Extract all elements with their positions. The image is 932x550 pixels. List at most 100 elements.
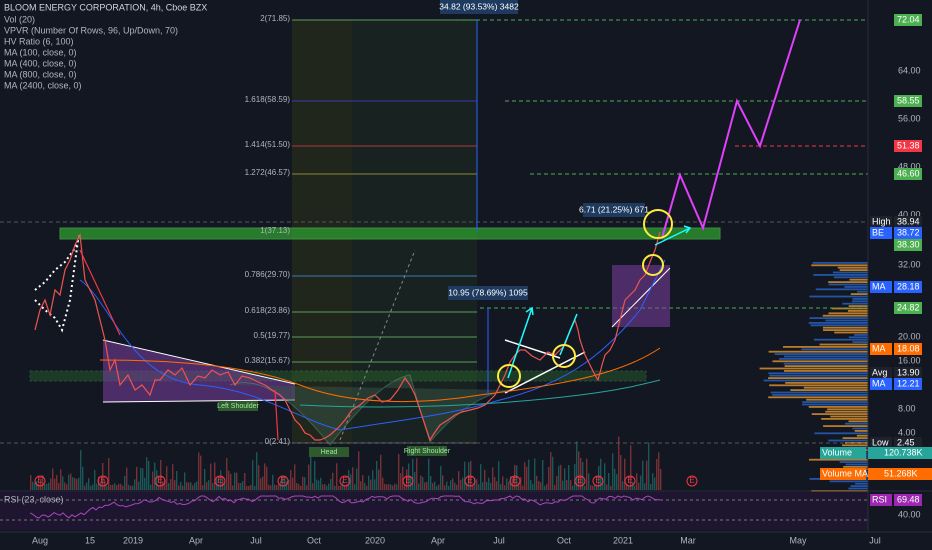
profile-bar [823, 425, 868, 427]
pattern-label-bg [309, 447, 349, 457]
volume-bar [220, 470, 222, 490]
volume-bar [652, 473, 654, 490]
rsi-label: RSI (23, close) [4, 494, 64, 504]
volume-bar [240, 483, 242, 490]
volume-bar [484, 469, 486, 490]
volume-bar [592, 485, 594, 490]
volume-bar [52, 468, 54, 490]
earnings-marker: E [577, 476, 582, 485]
volume-bar [312, 483, 314, 490]
volume-bar [146, 457, 148, 490]
volume-bar [462, 477, 464, 490]
earnings-circle [464, 475, 476, 487]
volume-bar [584, 485, 586, 490]
profile-bar [803, 386, 868, 389]
badge-name: MA [872, 281, 886, 291]
volume-bar [90, 485, 92, 490]
profile-bar [855, 482, 868, 485]
badge-value: 120.738K [884, 447, 923, 457]
earnings-marker: E [512, 476, 517, 485]
volume-bar [398, 453, 400, 490]
volume-bar [214, 462, 216, 490]
profile-bar [770, 391, 868, 394]
volume-bar [578, 451, 580, 490]
volume-bar [268, 484, 270, 490]
volume-bar [642, 460, 644, 490]
volume-bar [66, 484, 68, 490]
earnings-circle [154, 475, 166, 487]
profile-bar [852, 341, 868, 343]
volume-bar [138, 481, 140, 490]
volume-bar [648, 442, 650, 490]
volume-bar [552, 456, 554, 490]
badge-value: 69.48 [897, 494, 920, 504]
volume-bar [566, 480, 568, 490]
profile-bar [785, 382, 868, 384]
volume-bar [292, 477, 294, 490]
volume-bar [476, 479, 478, 490]
volume-bar [590, 485, 592, 490]
indicator-label: Vol (20) [4, 14, 35, 24]
volume-bar [50, 478, 52, 490]
volume-bar [628, 485, 630, 490]
volume-bar [534, 458, 536, 490]
profile-bar [845, 463, 868, 466]
volume-bar [262, 476, 264, 490]
trend-line [504, 351, 586, 394]
volume-bar [408, 463, 410, 490]
highlight-circle [642, 254, 664, 276]
profile-bar [822, 326, 868, 329]
earnings-marker: E [280, 476, 285, 485]
badge-name-bg [870, 437, 892, 449]
volume-bar [498, 461, 500, 490]
volume-bar [480, 464, 482, 490]
badge-bg [894, 140, 922, 152]
volume-bar [232, 485, 234, 490]
trend-line [504, 339, 561, 359]
arrow-head [683, 225, 692, 234]
volume-bar [276, 485, 278, 490]
volume-bar [350, 474, 352, 490]
volume-bar [198, 452, 200, 490]
volume-bar [58, 483, 60, 490]
badge-value: 38.30 [897, 239, 920, 249]
profile-bar [848, 487, 868, 490]
volume-bar [500, 484, 502, 490]
volume-bar [660, 468, 662, 490]
badge-name-bg [870, 494, 892, 506]
badge-bg [894, 281, 922, 293]
volume-bar [80, 450, 82, 490]
volume-bar [414, 472, 416, 490]
volume-bar [218, 484, 220, 490]
volume-bar [112, 484, 114, 490]
volume-bar [178, 485, 180, 490]
volume-bar [530, 479, 532, 490]
indicator-label: MA (100, close, 0) [4, 47, 77, 57]
volume-bar [582, 462, 584, 490]
volume-bar [450, 480, 452, 490]
resistance-band [59, 227, 721, 240]
volume-bar [508, 481, 510, 490]
volume-bar [454, 482, 456, 490]
volume-bar [470, 460, 472, 490]
volume-bar [172, 464, 174, 490]
volume-bar [380, 454, 382, 490]
profile-bar [783, 346, 868, 348]
badge-value: 12.21 [897, 378, 920, 388]
volume-bar [620, 455, 622, 490]
price-tick-label: 8.00 [898, 403, 916, 413]
volume-bar [616, 474, 618, 490]
volume-bar [290, 470, 292, 490]
volume-bar [426, 481, 428, 490]
volume-bar [34, 483, 36, 490]
volume-bar [604, 463, 606, 490]
volume-bar [244, 473, 246, 490]
volume-bar [160, 459, 162, 490]
volume-bar [94, 470, 96, 490]
volume-bar [340, 485, 342, 490]
profile-bar [774, 353, 868, 355]
volume-bar [74, 478, 76, 490]
volume-bar [298, 483, 300, 490]
volume-bar [382, 477, 384, 490]
volume-bar [190, 482, 192, 490]
